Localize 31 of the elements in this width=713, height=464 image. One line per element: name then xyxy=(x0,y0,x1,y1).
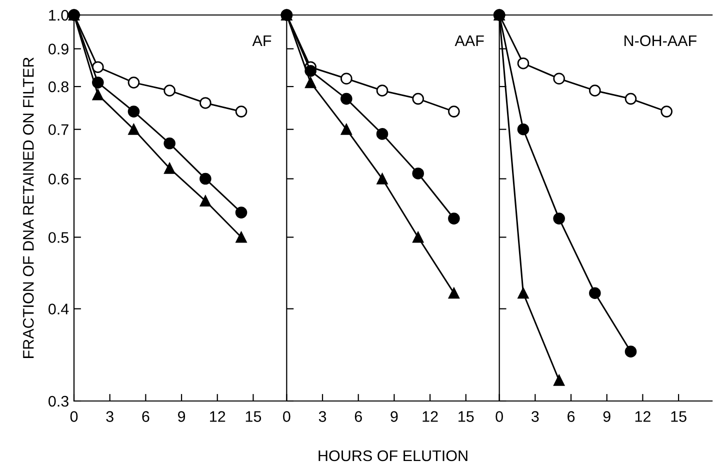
x-tick-label: 3 xyxy=(532,411,539,422)
y-tick-label: 0.5 xyxy=(48,232,68,243)
y-tick-label: 0.4 xyxy=(48,304,69,314)
x-tick-label: 0 xyxy=(496,411,503,422)
annotation: AF xyxy=(252,35,272,46)
x-tick-label: 3 xyxy=(106,411,114,422)
x-tick-label: 0 xyxy=(70,411,78,422)
x-tick-label: 12 xyxy=(210,411,226,422)
y-tick-label: 0.9 xyxy=(48,44,68,54)
x-tick-label: 9 xyxy=(390,411,398,422)
x-tick-label: 9 xyxy=(603,411,610,422)
y-tick-label: 0.7 xyxy=(48,124,68,136)
y-tick-label: 1.0 xyxy=(49,10,69,21)
y-tick-label: 0.6 xyxy=(48,174,68,184)
x-tick-label: 6 xyxy=(142,411,150,422)
x-tick-label: 15 xyxy=(458,411,474,422)
x-tick-label: 12 xyxy=(422,411,438,422)
x-tick-label: 3 xyxy=(318,411,326,422)
x-tick-label: 6 xyxy=(568,411,575,422)
x-axis-title: HOURS OF ELUTION xyxy=(318,450,468,462)
y-axis-title: FRACTION OF DNA RETAINED ON FILTER xyxy=(22,57,34,358)
x-tick-label: 0 xyxy=(283,411,290,422)
annotation: N-OH-AAF xyxy=(624,35,696,46)
x-tick-label: 15 xyxy=(246,411,262,422)
x-tick-label: 15 xyxy=(671,411,686,422)
y-tick-label: 0.8 xyxy=(48,81,68,92)
y-tick-label: 0.3 xyxy=(48,396,68,407)
x-tick-label: 9 xyxy=(178,411,186,422)
x-tick-label: 6 xyxy=(354,411,362,422)
annotation: AAF xyxy=(454,35,484,46)
x-tick-label: 12 xyxy=(635,411,650,422)
